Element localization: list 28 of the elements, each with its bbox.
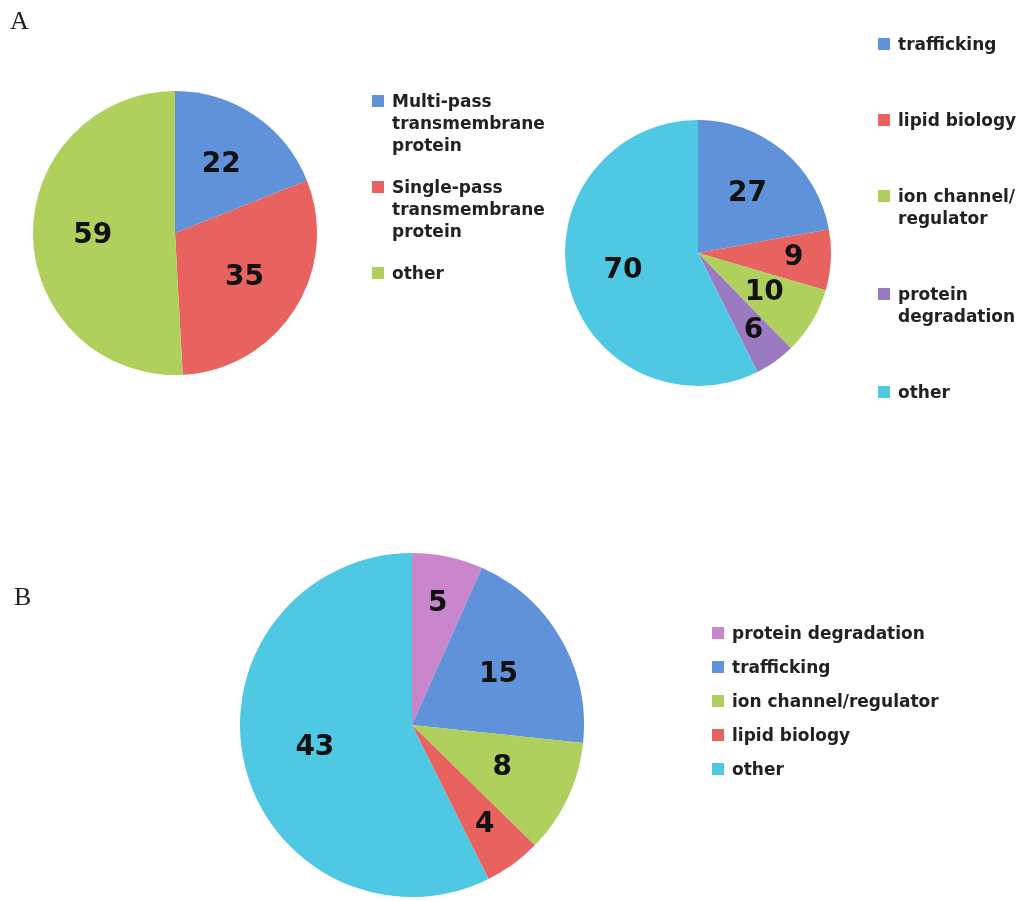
data-label: 5 (428, 585, 448, 619)
legend-label: Single-pass transmembrane protein (391, 176, 545, 242)
data-label: 22 (201, 146, 241, 180)
legend-label: Multi-pass transmembrane protein (391, 90, 545, 156)
data-label: 35 (224, 258, 264, 292)
legend-label: lipid biology (731, 724, 852, 746)
data-label: 43 (295, 729, 335, 763)
data-label: 15 (478, 656, 518, 690)
legend-label: other (391, 262, 445, 284)
data-label: 27 (727, 175, 767, 209)
legend-label: trafficking (731, 656, 832, 678)
legend-label: trafficking (897, 33, 998, 55)
legend-label: protein degradation (897, 283, 1017, 327)
chart-title: A (10, 6, 29, 36)
data-label: 6 (743, 312, 764, 346)
text: B (14, 582, 32, 612)
legend-label: protein degradation (731, 622, 926, 644)
legend-label: ion channel/ regulator (897, 185, 1016, 229)
legend-label: other (731, 758, 785, 780)
data-label: 8 (492, 748, 513, 782)
legend-label: ion channel/regulator (731, 690, 940, 712)
data-label: 4 (475, 806, 495, 840)
data-label: 10 (744, 273, 784, 307)
data-label: 59 (73, 216, 113, 250)
data-label: 70 (603, 252, 643, 285)
data-label: 9 (783, 239, 804, 273)
legend-label: other (897, 381, 951, 403)
legend-label: lipid biology (897, 109, 1018, 131)
